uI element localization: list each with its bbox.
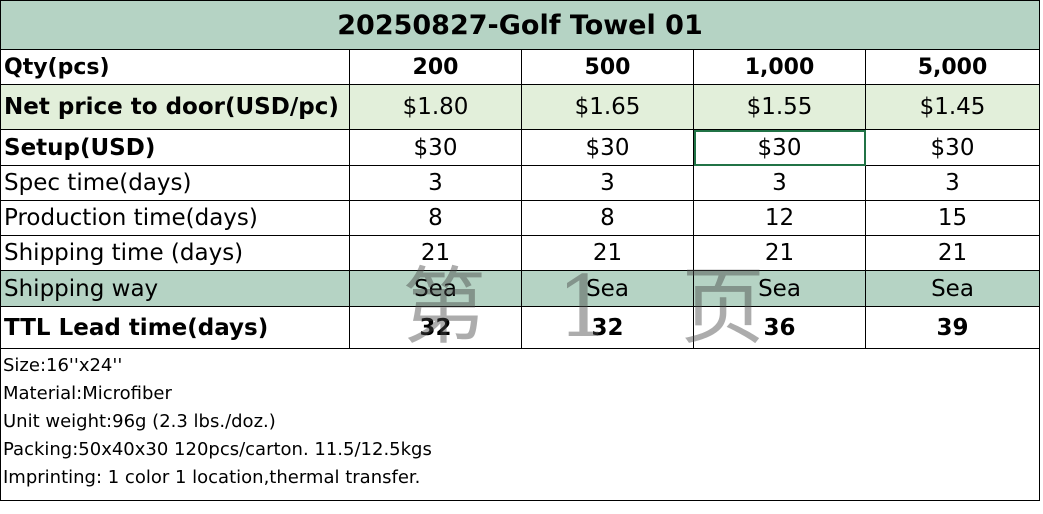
shipping-time-row: Shipping time (days) 21 21 21 21 xyxy=(0,235,1040,271)
qty-label[interactable]: Qty(pcs) xyxy=(0,49,350,85)
net-price-cell[interactable]: $1.65 xyxy=(521,84,694,130)
setup-cell[interactable]: $30 xyxy=(865,129,1040,166)
note-material: Material:Microfiber xyxy=(3,383,172,404)
setup-cell[interactable]: $30 xyxy=(349,129,522,166)
spec-time-cell[interactable]: 3 xyxy=(349,165,522,201)
net-price-cell[interactable]: $1.45 xyxy=(865,84,1040,130)
shipping-way-cell[interactable]: Sea xyxy=(865,270,1040,307)
note-size: Size:16''x24'' xyxy=(3,355,123,376)
net-price-row: Net price to door(USD/pc) $1.80 $1.65 $1… xyxy=(0,84,1040,130)
production-time-row: Production time(days) 8 8 12 15 xyxy=(0,200,1040,236)
shipping-time-label[interactable]: Shipping time (days) xyxy=(0,235,350,271)
setup-row: Setup(USD) $30 $30 $30 $30 xyxy=(0,129,1040,166)
setup-cell[interactable]: $30 xyxy=(521,129,694,166)
ttl-lead-time-cell[interactable]: 36 xyxy=(693,306,866,349)
qty-cell[interactable]: 5,000 xyxy=(865,49,1040,85)
qty-row: Qty(pcs) 200 500 1,000 5,000 xyxy=(0,49,1040,85)
production-time-cell[interactable]: 8 xyxy=(349,200,522,236)
shipping-way-cell[interactable]: Sea xyxy=(693,270,866,307)
qty-cell[interactable]: 1,000 xyxy=(693,49,866,85)
spec-time-label[interactable]: Spec time(days) xyxy=(0,165,350,201)
production-time-label[interactable]: Production time(days) xyxy=(0,200,350,236)
shipping-time-cell[interactable]: 21 xyxy=(865,235,1040,271)
shipping-time-cell[interactable]: 21 xyxy=(693,235,866,271)
note-packing: Packing:50x40x30 120pcs/carton. 11.5/12.… xyxy=(3,439,432,460)
setup-label[interactable]: Setup(USD) xyxy=(0,129,350,166)
qty-cell[interactable]: 500 xyxy=(521,49,694,85)
spreadsheet: 20250827-Golf Towel 01 Qty(pcs) 200 500 … xyxy=(0,0,1040,501)
ttl-lead-time-label[interactable]: TTL Lead time(days) xyxy=(0,306,350,349)
net-price-label[interactable]: Net price to door(USD/pc) xyxy=(0,84,350,130)
shipping-way-cell[interactable]: Sea xyxy=(521,270,694,307)
ttl-lead-time-cell[interactable]: 39 xyxy=(865,306,1040,349)
shipping-time-cell[interactable]: 21 xyxy=(521,235,694,271)
production-time-cell[interactable]: 15 xyxy=(865,200,1040,236)
shipping-way-cell[interactable]: Sea xyxy=(349,270,522,307)
spec-time-cell[interactable]: 3 xyxy=(865,165,1040,201)
sheet-title[interactable]: 20250827-Golf Towel 01 xyxy=(0,0,1040,50)
shipping-way-label[interactable]: Shipping way xyxy=(0,270,350,307)
ttl-lead-time-cell[interactable]: 32 xyxy=(521,306,694,349)
shipping-way-row: Shipping way Sea Sea Sea Sea xyxy=(0,270,1040,307)
ttl-lead-time-cell[interactable]: 32 xyxy=(349,306,522,349)
shipping-time-cell[interactable]: 21 xyxy=(349,235,522,271)
production-time-cell[interactable]: 8 xyxy=(521,200,694,236)
production-time-cell[interactable]: 12 xyxy=(693,200,866,236)
notes-row: Size:16''x24'' Material:Microfiber Unit … xyxy=(0,348,1040,501)
qty-cell[interactable]: 200 xyxy=(349,49,522,85)
notes-cell[interactable]: Size:16''x24'' Material:Microfiber Unit … xyxy=(0,348,1040,501)
selected-cell[interactable]: $30 xyxy=(693,129,866,166)
note-unit-weight: Unit weight:96g (2.3 lbs./doz.) xyxy=(3,411,276,432)
net-price-cell[interactable]: $1.80 xyxy=(349,84,522,130)
spec-time-row: Spec time(days) 3 3 3 3 xyxy=(0,165,1040,201)
spec-time-cell[interactable]: 3 xyxy=(693,165,866,201)
spec-time-cell[interactable]: 3 xyxy=(521,165,694,201)
title-row: 20250827-Golf Towel 01 xyxy=(0,0,1040,50)
note-imprinting: Imprinting: 1 color 1 location,thermal t… xyxy=(3,467,421,488)
quote-table: 20250827-Golf Towel 01 Qty(pcs) 200 500 … xyxy=(0,0,1040,501)
net-price-cell[interactable]: $1.55 xyxy=(693,84,866,130)
ttl-lead-time-row: TTL Lead time(days) 32 32 36 39 xyxy=(0,306,1040,349)
